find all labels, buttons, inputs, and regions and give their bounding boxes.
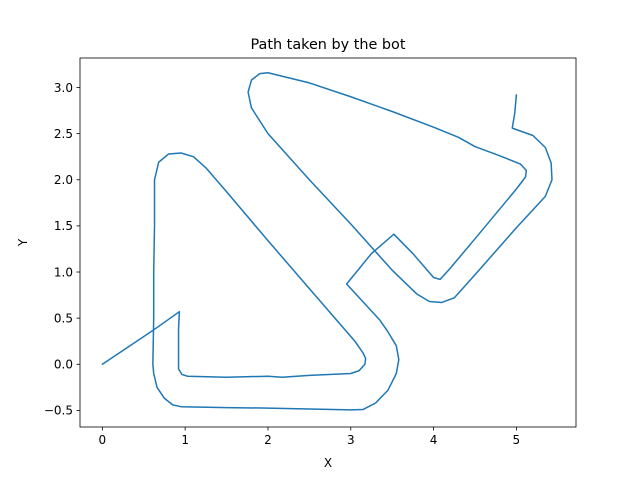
plot-frame <box>79 57 577 428</box>
y-tick-label: 2.0 <box>54 173 73 187</box>
y-tick-label: −0.5 <box>44 404 73 418</box>
y-tick-label: 2.5 <box>54 127 73 141</box>
x-axis-label: X <box>324 456 332 470</box>
y-axis-label: Y <box>16 238 30 247</box>
series-layer <box>101 72 553 411</box>
y-tick-label: 1.5 <box>54 219 73 233</box>
x-tick-label: 2 <box>264 433 272 447</box>
x-tick-label: 5 <box>513 433 521 447</box>
x-tick-label: 4 <box>430 433 438 447</box>
y-tick-label: 3.0 <box>54 81 73 95</box>
series-line-0 <box>101 72 553 411</box>
x-tick-label: 1 <box>181 433 189 447</box>
y-axis: −0.5 0.0 0.5 1.0 1.5 2.0 2.5 3.0 <box>44 81 80 418</box>
x-tick-label: 3 <box>347 433 355 447</box>
y-tick-label: 1.0 <box>54 265 73 279</box>
x-tick-label: 0 <box>99 433 107 447</box>
x-axis: 0 1 2 3 4 5 <box>99 427 521 447</box>
chart-title: Path taken by the bot <box>250 37 405 53</box>
y-tick-label: 0.0 <box>54 358 73 372</box>
y-tick-label: 0.5 <box>54 311 73 325</box>
